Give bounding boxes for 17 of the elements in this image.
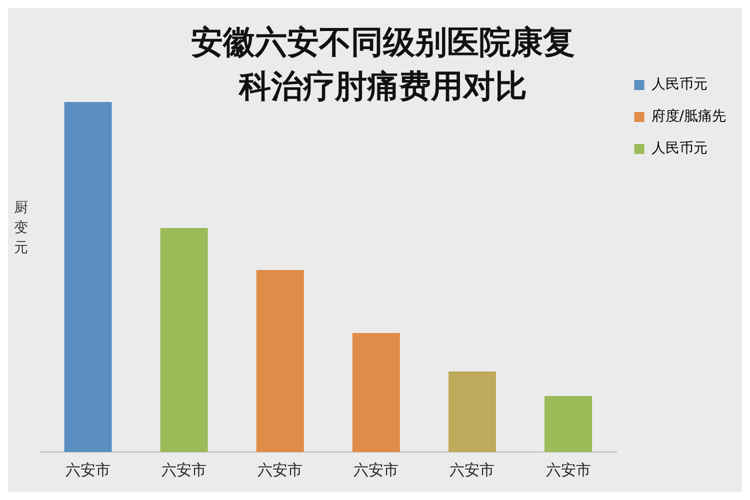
y-axis-title: 厨变元	[14, 199, 29, 258]
bar	[544, 396, 592, 452]
legend-label: 人民币元	[651, 76, 708, 93]
bar	[256, 270, 304, 452]
x-tick-label: 六安市	[162, 460, 207, 479]
bar	[352, 333, 400, 452]
bar	[448, 372, 496, 452]
legend-label: 府度/胝痛先	[651, 108, 726, 125]
x-tick-label: 六安市	[354, 460, 399, 479]
bar	[160, 228, 208, 452]
x-tick-label: 六安市	[66, 460, 111, 479]
bar	[64, 102, 112, 452]
x-tick-label: 六安市	[258, 460, 303, 479]
x-tick-label: 六安市	[450, 460, 495, 479]
x-tick-label: 六安市	[546, 460, 591, 479]
chart-title: 安徽六安不同级别医院康复科治疗肘痛费用对比	[190, 22, 576, 107]
legend-label: 人民币元	[651, 140, 708, 157]
